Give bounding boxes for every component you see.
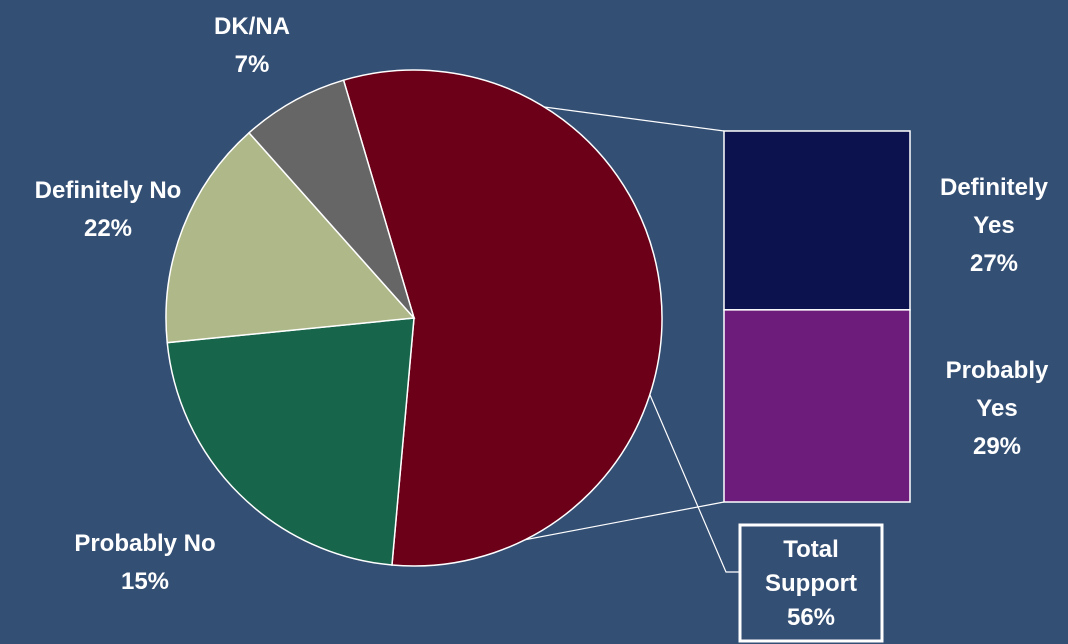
total-support-leader <box>649 394 740 573</box>
breakdown-bar <box>723 130 911 503</box>
label-definitely-yes: Definitely Yes 27% <box>940 174 1049 277</box>
label-dk-na: DK/NA 7% <box>214 13 290 78</box>
total-support-box <box>738 523 884 643</box>
label-total-support: Total Support 56% <box>765 536 857 631</box>
pie-slices <box>165 69 663 567</box>
pie-slice-total-support <box>342 69 663 567</box>
label-definitely-no: Definitely No 22% <box>35 177 182 242</box>
pie-slice-definitely-no <box>166 317 415 566</box>
slice-labels: Definitely No 22% Probably No 15% DK/NA 7% Def… <box>35 13 1049 643</box>
pie-slice-dk-na <box>247 79 415 319</box>
pie-slice-probably-no <box>165 131 416 344</box>
label-probably-no: Probably No 15% <box>74 530 215 595</box>
bar-segment-probably-yes <box>723 309 911 503</box>
label-probably-yes: Probably Yes 29% <box>946 357 1049 460</box>
bar-segment-definitely-yes <box>723 130 911 311</box>
